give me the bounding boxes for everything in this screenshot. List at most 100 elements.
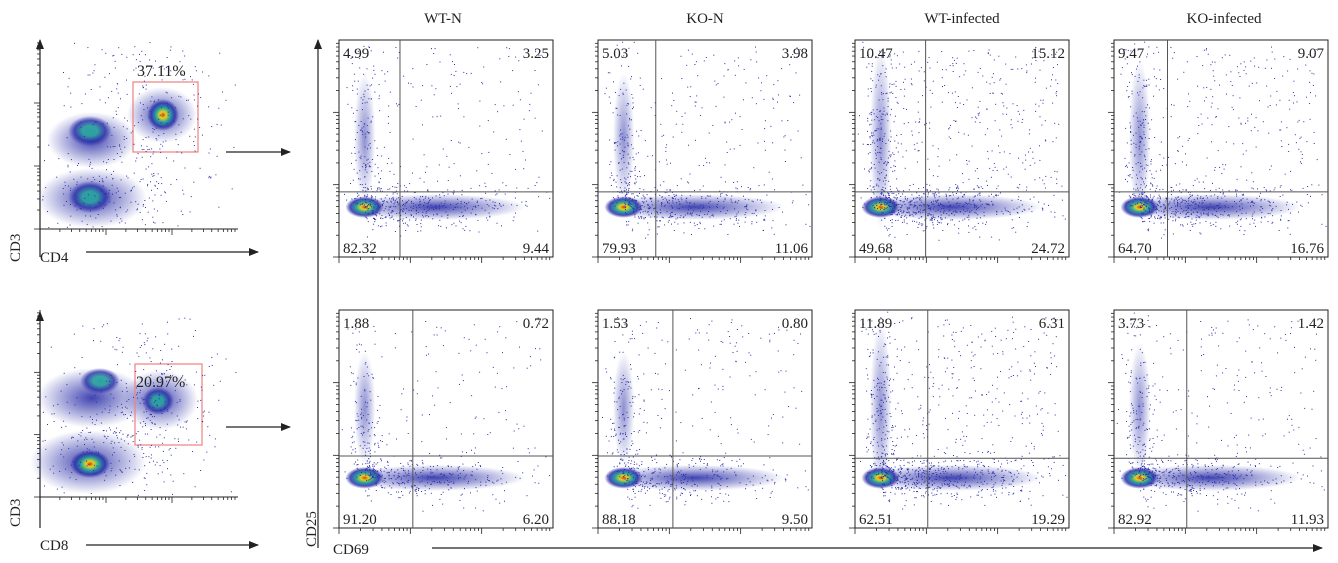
event-dot: [476, 200, 478, 202]
event-dot: [864, 168, 865, 170]
column-header: WT-infected: [924, 11, 1000, 27]
event-dot: [362, 134, 364, 136]
event-dot: [425, 212, 427, 214]
event-dot: [627, 183, 629, 185]
event-dot: [895, 204, 897, 206]
event-dot: [1132, 201, 1134, 203]
event-dot: [391, 217, 393, 219]
event-dot: [369, 85, 371, 87]
event-dot: [618, 163, 620, 164]
event-dot: [517, 91, 519, 93]
event-dot: [966, 160, 968, 161]
event-dot: [134, 468, 136, 470]
event-dot: [182, 426, 184, 428]
event-dot: [121, 351, 123, 353]
event-dot: [1134, 203, 1136, 205]
event-dot: [103, 207, 104, 209]
event-dot: [966, 202, 967, 204]
event-dot: [1140, 176, 1142, 178]
event-dot: [880, 208, 881, 210]
event-dot: [480, 466, 481, 467]
event-dot: [889, 54, 891, 56]
event-dot: [66, 401, 68, 403]
event-dot: [367, 132, 369, 134]
event-dot: [151, 148, 153, 150]
event-dot: [1006, 107, 1008, 109]
column-header: KO-infected: [1187, 11, 1262, 27]
event-dot: [941, 77, 943, 79]
event-dot: [496, 480, 498, 482]
event-dot: [211, 365, 213, 366]
event-dot: [873, 186, 875, 188]
event-dot: [1289, 233, 1291, 235]
event-dot: [674, 221, 676, 223]
event-dot: [381, 190, 383, 192]
event-dot: [1219, 166, 1221, 168]
event-dot: [895, 201, 897, 203]
event-dot: [1031, 206, 1033, 208]
event-dot: [368, 144, 370, 146]
event-dot: [666, 199, 667, 201]
event-dot: [719, 190, 721, 192]
event-dot: [225, 99, 227, 101]
event-dot: [1159, 197, 1161, 199]
event-dot: [1286, 204, 1288, 206]
event-dot: [745, 216, 747, 218]
event-dot: [971, 117, 973, 119]
event-dot: [142, 104, 144, 106]
event-dot: [1151, 212, 1153, 214]
event-dot: [410, 215, 412, 216]
event-dot: [889, 188, 891, 190]
event-dot: [178, 124, 180, 126]
event-dot: [948, 210, 950, 212]
event-dot: [463, 71, 465, 73]
event-dot: [67, 153, 69, 155]
event-dot: [1170, 187, 1172, 188]
event-dot: [1157, 203, 1159, 205]
event-dot: [966, 216, 968, 218]
event-dot: [1021, 210, 1023, 212]
event-dot: [1196, 56, 1198, 57]
event-dot: [369, 470, 371, 471]
event-dot: [999, 129, 1001, 131]
event-dot: [108, 192, 110, 194]
event-dot: [1160, 222, 1162, 224]
event-dot: [354, 198, 356, 200]
event-dot: [1042, 99, 1044, 101]
event-dot: [180, 96, 182, 98]
event-dot: [147, 383, 149, 384]
event-dot: [1301, 154, 1303, 155]
event-dot: [159, 126, 161, 127]
event-dot: [549, 197, 551, 199]
event-dot: [113, 54, 115, 56]
event-dot: [886, 114, 888, 115]
event-dot: [120, 446, 122, 448]
event-dot: [369, 449, 371, 451]
event-dot: [689, 213, 691, 215]
event-dot: [181, 152, 183, 154]
event-dot: [1131, 72, 1132, 74]
event-dot: [142, 139, 144, 141]
event-dot: [720, 223, 722, 225]
event-dot: [912, 183, 914, 185]
event-dot: [1025, 159, 1027, 161]
event-dot: [126, 79, 127, 81]
gate-rectangle: [134, 363, 203, 446]
event-dot: [486, 203, 488, 205]
event-dot: [193, 141, 195, 143]
event-dot: [932, 222, 934, 224]
event-dot: [893, 83, 895, 85]
event-dot: [952, 194, 954, 196]
event-dot: [151, 422, 153, 424]
event-dot: [1180, 224, 1182, 226]
event-dot: [1240, 63, 1242, 65]
event-dot: [894, 53, 896, 55]
event-dot: [489, 480, 491, 482]
event-dot: [758, 77, 760, 79]
event-dot: [1190, 221, 1192, 223]
event-dot: [50, 346, 52, 348]
event-dot: [680, 197, 682, 199]
event-dot: [986, 108, 988, 110]
event-dot: [161, 409, 163, 411]
event-dot: [694, 101, 696, 103]
